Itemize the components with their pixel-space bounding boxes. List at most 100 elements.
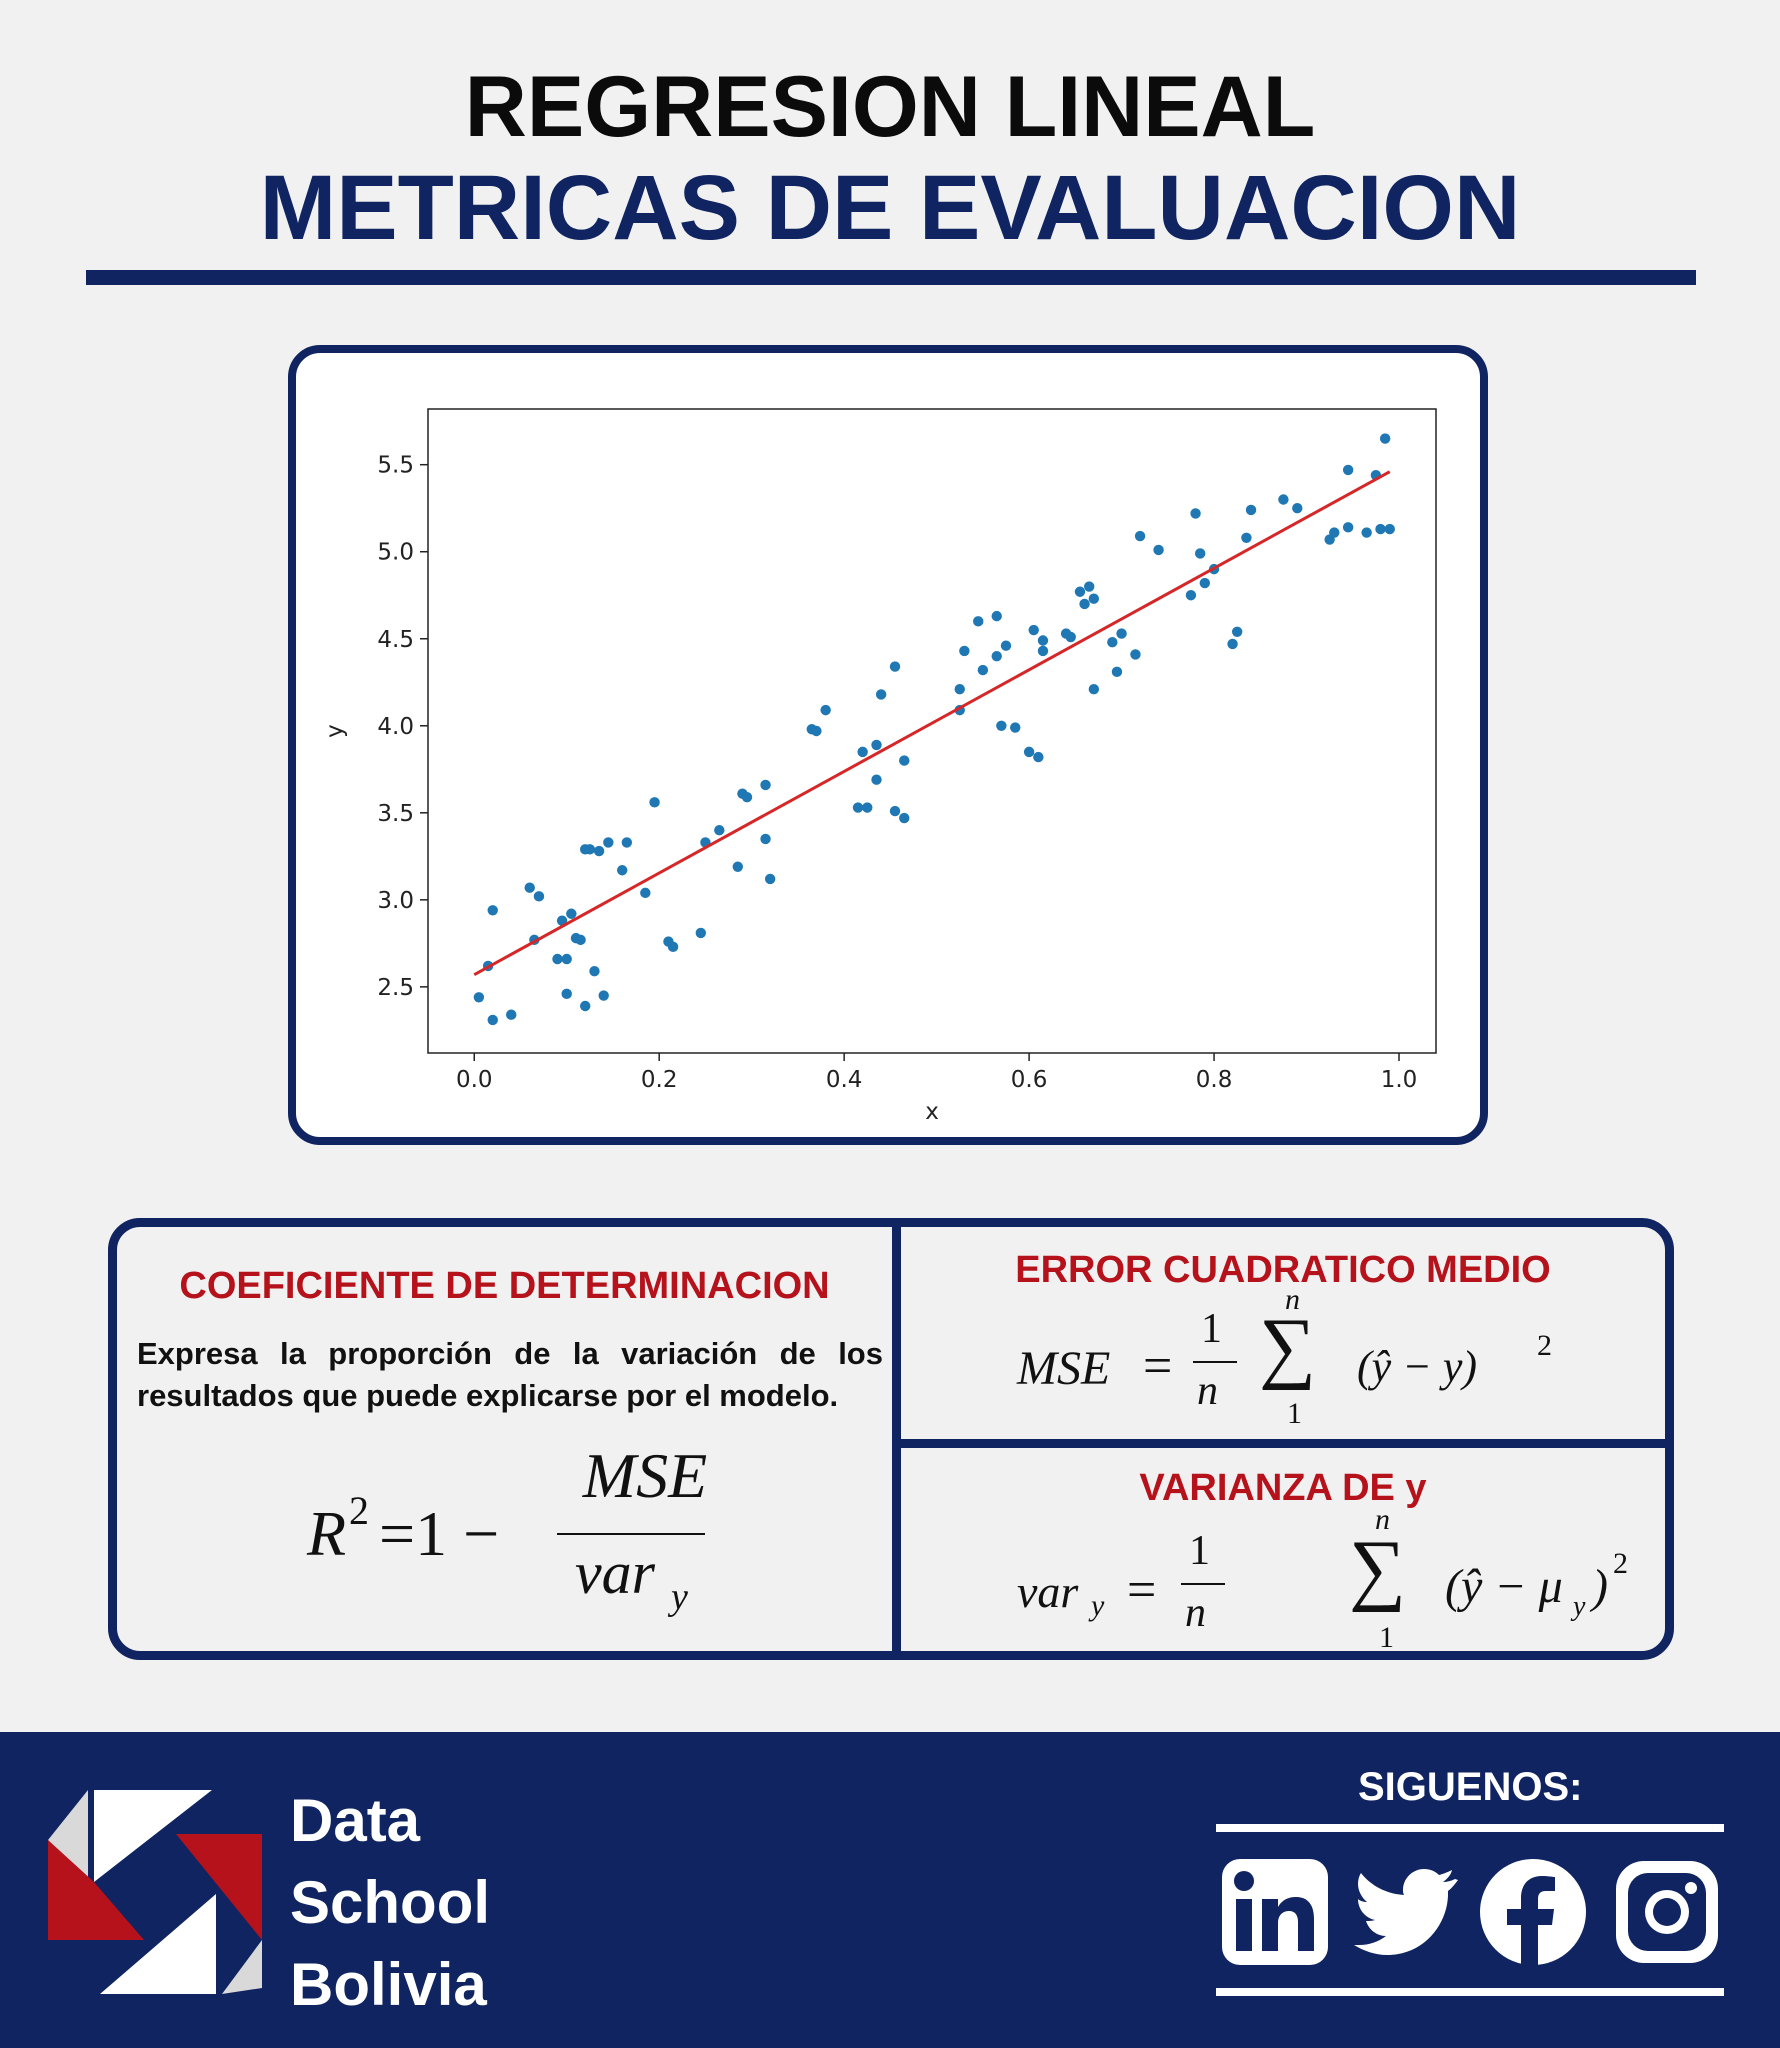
data-point: [1088, 593, 1100, 604]
data-point: [580, 1000, 591, 1012]
var-lhs: var: [1017, 1566, 1079, 1617]
var-term-sub: y: [1573, 1591, 1586, 1622]
var-formula: var y = 1 n n ∑ 1 (ŷ − μ y ) 2: [1017, 1503, 1657, 1665]
page-title: REGRESION LINEAL: [464, 59, 1316, 155]
follow-rule-bottom: [1216, 1988, 1724, 1996]
page-subtitle: METRICAS DE EVALUACION: [259, 157, 1521, 259]
data-point: [621, 837, 633, 848]
metrics-box: COEFICIENTE DE DETERMINACION Expresa la …: [108, 1218, 1674, 1660]
data-point: [552, 953, 563, 965]
brand-line-1: Data: [290, 1787, 421, 1854]
r2-lhs: R: [307, 1498, 347, 1569]
data-point: [1241, 532, 1252, 543]
mse-formula: MSE = 1 n n ∑ 1 (ŷ − y) 2: [1017, 1283, 1657, 1437]
data-point: [593, 845, 605, 857]
r2-description: Expresa la proporción de la variación de…: [137, 1336, 883, 1413]
data-point: [649, 797, 660, 808]
brand-line-2: School: [290, 1869, 491, 1936]
brand-line-3: Bolivia: [290, 1951, 487, 2018]
y-tick-label: 5.5: [377, 453, 414, 479]
r2-denominator-sub: y: [671, 1576, 688, 1618]
mse-title: ERROR CUADRATICO MEDIO: [1015, 1249, 1551, 1291]
data-point: [741, 791, 753, 803]
data-point: [1375, 523, 1386, 535]
var-title: VARIANZA DE y: [1139, 1467, 1427, 1509]
data-point: [667, 941, 679, 953]
data-point: [1231, 626, 1243, 637]
data-point: [1342, 522, 1354, 533]
x-tick-label: 1.0: [1381, 1067, 1418, 1093]
data-point: [1010, 722, 1021, 733]
data-point: [889, 661, 901, 672]
follow-label: SIGUENOS:: [1358, 1765, 1583, 1809]
var-frac-den: n: [1185, 1590, 1206, 1636]
data-point: [1028, 624, 1039, 636]
var-frac-num: 1: [1189, 1528, 1210, 1574]
data-point: [1278, 494, 1289, 505]
data-point: [1361, 527, 1372, 538]
metrics-horizontal-divider: [901, 1439, 1665, 1448]
data-point: [1194, 548, 1206, 559]
data-school-logo[interactable]: [48, 1790, 262, 1994]
data-point: [977, 664, 989, 676]
mse-sum-top: n: [1285, 1283, 1300, 1316]
twitter-icon[interactable]: [1350, 1857, 1460, 1967]
data-point: [811, 725, 822, 737]
y-tick-label: 5.0: [377, 540, 414, 566]
data-point: [820, 704, 831, 716]
y-tick-label: 3.5: [377, 801, 414, 827]
data-point: [852, 802, 864, 813]
data-point: [1227, 638, 1238, 650]
x-tick-label: 0.4: [826, 1067, 863, 1093]
r2-fraction-bar: [557, 1533, 705, 1535]
sigma-icon: ∑: [1349, 1525, 1407, 1613]
data-point: [889, 805, 901, 817]
var-fraction-bar: [1181, 1583, 1225, 1585]
data-point: [1130, 649, 1141, 660]
data-point: [1384, 523, 1395, 535]
mse-frac-den: n: [1197, 1368, 1218, 1414]
data-point: [871, 739, 882, 751]
y-tick-label: 2.5: [377, 975, 414, 1001]
data-point: [561, 953, 572, 965]
data-point: [575, 934, 586, 946]
data-point: [1037, 635, 1049, 646]
mse-frac-num: 1: [1201, 1306, 1222, 1352]
data-point: [1079, 598, 1090, 610]
data-point: [598, 990, 609, 1001]
data-point: [640, 887, 651, 899]
data-point: [1084, 581, 1095, 592]
data-point: [973, 616, 984, 627]
data-point: [1107, 637, 1118, 648]
facebook-icon[interactable]: [1478, 1857, 1588, 1967]
instagram-icon[interactable]: [1612, 1857, 1722, 1967]
data-point: [991, 650, 1002, 662]
scatter-chart: 0.0 0.2 0.4 0.6 0.8 1.0 2.5 3.0 3.5 4.0 4.5 5.0 5.5 x…: [322, 408, 1437, 1125]
x-tick-label: 0.0: [456, 1067, 493, 1093]
data-point: [533, 891, 545, 902]
var-term-close: ): [1592, 1560, 1608, 1613]
x-tick-label: 0.2: [641, 1067, 678, 1093]
data-point: [566, 908, 577, 919]
data-point: [1379, 433, 1391, 444]
data-point: [1088, 684, 1100, 695]
mse-lhs: MSE: [1017, 1342, 1111, 1395]
data-point: [487, 1014, 498, 1026]
var-term-open: (ŷ − μ: [1445, 1560, 1563, 1613]
y-tick-label: 4.0: [377, 714, 414, 740]
data-point: [1245, 504, 1257, 516]
data-point: [617, 865, 628, 876]
linkedin-icon[interactable]: [1220, 1857, 1330, 1967]
mse-fraction-bar: [1193, 1361, 1237, 1363]
data-point: [862, 802, 873, 813]
data-point: [732, 861, 743, 872]
data-point: [1111, 666, 1123, 678]
data-point: [875, 689, 887, 700]
data-point: [1037, 645, 1049, 657]
data-point: [487, 905, 498, 916]
y-tick-label: 3.0: [377, 888, 414, 914]
data-point: [954, 684, 965, 695]
data-point: [857, 746, 868, 758]
data-point: [1023, 746, 1035, 758]
data-point: [1134, 530, 1146, 542]
